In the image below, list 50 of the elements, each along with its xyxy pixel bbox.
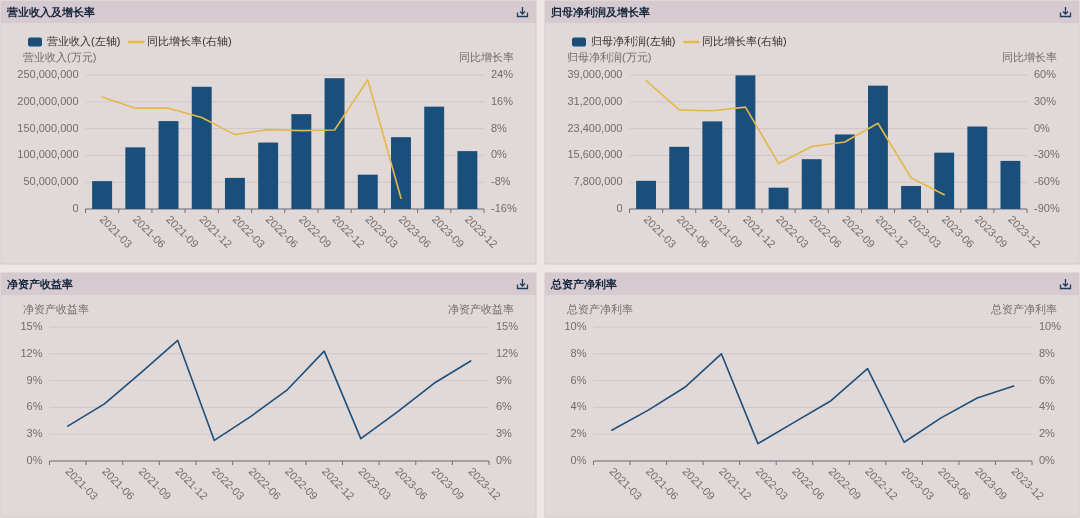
y2-tick-label: -90% (1034, 201, 1060, 214)
chart-title: 总资产净利率 (550, 278, 617, 290)
line-series (610, 353, 1015, 445)
y-tick-label: 12% (20, 346, 43, 359)
y-tick-label: 23,400,000 (567, 121, 623, 134)
chart-title: 净资产收益率 (7, 278, 73, 290)
chart-title: 归母净利润及增长率 (550, 6, 650, 18)
line-series (67, 339, 472, 442)
y2-tick-label: 10% (1039, 319, 1062, 332)
y2-tick-label: 30% (1034, 94, 1057, 107)
y2-axis-title: 净资产收益率 (448, 303, 514, 315)
y-tick-label: 15,600,000 (567, 148, 623, 161)
y2-tick-label: 12% (496, 346, 519, 359)
y-tick-label: 0% (570, 453, 587, 466)
y2-tick-label: 9% (496, 373, 513, 386)
y-tick-label: 7,800,000 (573, 175, 623, 188)
y-tick-label: 39,000,000 (567, 67, 623, 80)
y2-tick-label: 8% (1039, 346, 1056, 359)
y-tick-label: 2% (570, 427, 587, 440)
y-tick-label: 8% (570, 346, 587, 359)
y2-tick-label: 6% (496, 400, 513, 413)
y2-tick-label: 0% (1034, 121, 1051, 134)
y2-tick-label: 2% (1039, 427, 1056, 440)
legend-label: 归母净利润(左轴) (591, 34, 676, 47)
y-tick-label: 0% (26, 453, 43, 466)
y-axis-title: 总资产净利率 (566, 303, 633, 315)
y2-tick-label: -30% (1034, 148, 1060, 161)
y2-tick-label: 0% (496, 453, 513, 466)
y-tick-label: 15% (20, 319, 43, 332)
y2-tick-label: 15% (496, 319, 519, 332)
y-axis-title: 归母净利润(万元) (567, 51, 652, 63)
line-series (645, 79, 945, 196)
y2-tick-label: 6% (1039, 373, 1056, 386)
y2-tick-label: 3% (496, 427, 513, 440)
y-tick-label: 10% (564, 319, 587, 332)
y2-tick-label: 4% (1039, 400, 1056, 413)
y-tick-label: 4% (570, 400, 587, 413)
y2-axis-title: 同比增长率 (1002, 51, 1057, 63)
y2-tick-label: 0% (1039, 453, 1056, 466)
y-axis-title: 净资产收益率 (23, 303, 89, 315)
y-tick-label: 6% (570, 373, 587, 386)
legend-label: 同比增长率(右轴) (702, 34, 787, 47)
y-tick-label: 9% (26, 373, 43, 386)
y-tick-label: 0 (616, 201, 623, 214)
y2-axis-title: 总资产净利率 (990, 303, 1057, 315)
y2-tick-label: 60% (1034, 67, 1057, 80)
y2-tick-label: -60% (1034, 175, 1060, 188)
y-tick-label: 31,200,000 (567, 94, 623, 107)
y-tick-label: 6% (26, 400, 43, 413)
y-tick-label: 3% (26, 427, 43, 440)
